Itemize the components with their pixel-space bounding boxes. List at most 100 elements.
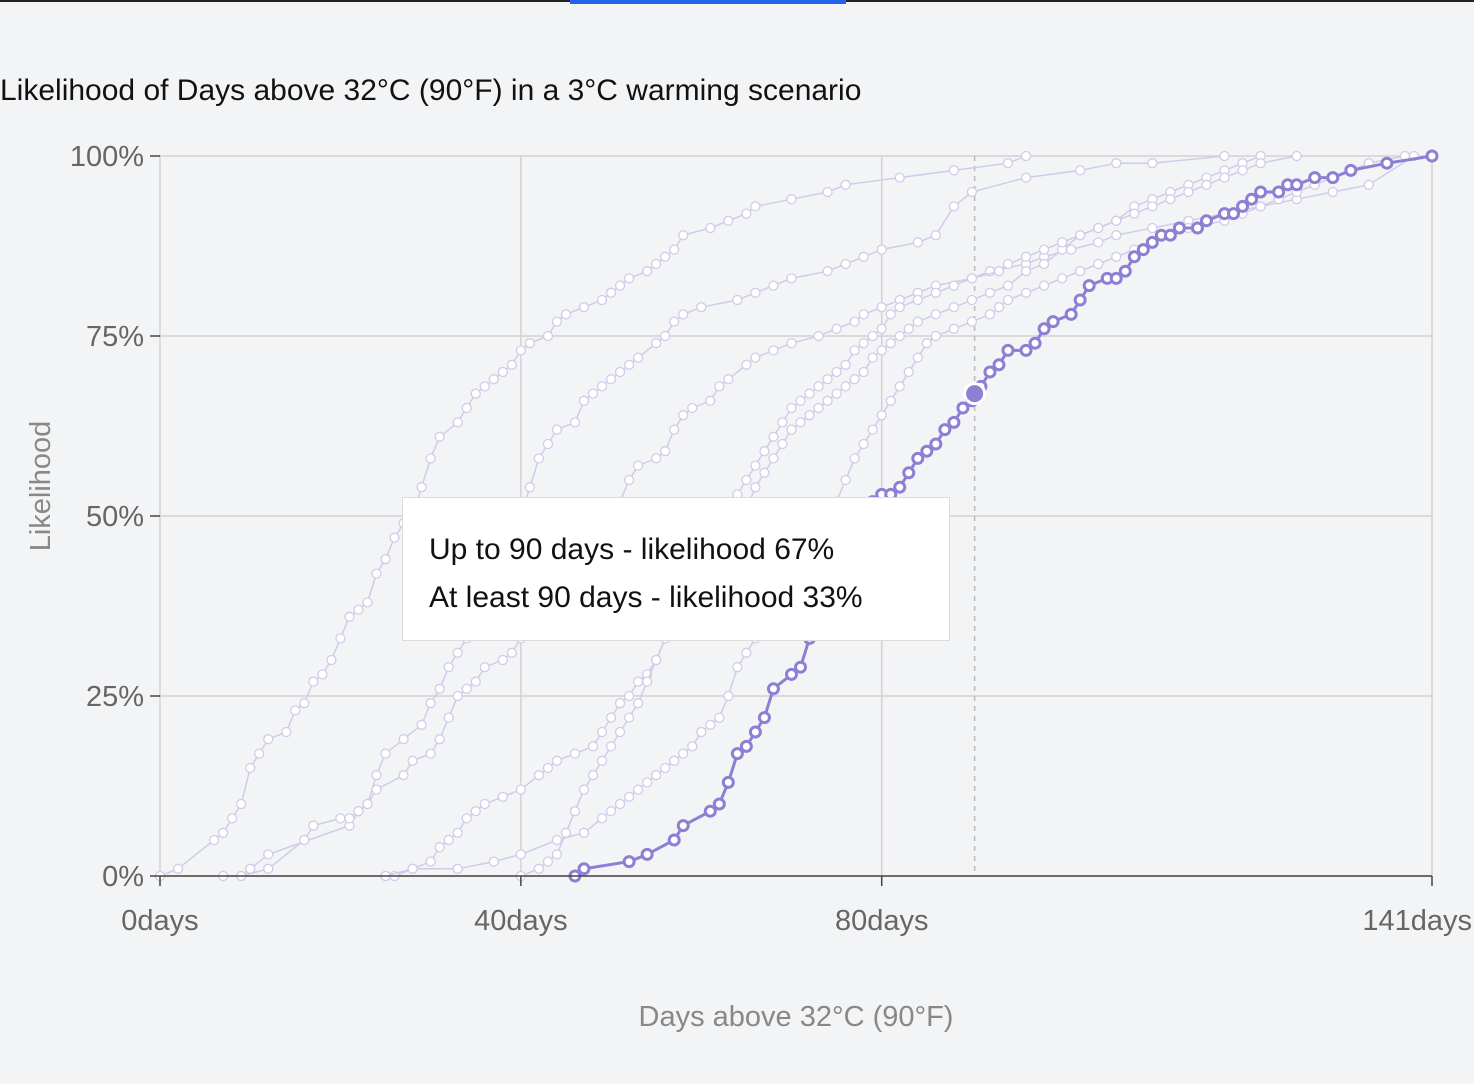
faded-series-point bbox=[804, 410, 815, 421]
faded-series-point bbox=[1201, 179, 1212, 190]
highlight-series-point[interactable] bbox=[1172, 221, 1186, 235]
highlight-series-point[interactable] bbox=[757, 711, 771, 725]
faded-series-point bbox=[416, 482, 427, 493]
faded-series-point bbox=[867, 424, 878, 435]
faded-series-point bbox=[506, 647, 517, 658]
highlight-series-point[interactable] bbox=[929, 437, 943, 451]
faded-series-point bbox=[669, 244, 680, 255]
highlight-series-point[interactable] bbox=[983, 365, 997, 379]
faded-series-point bbox=[1111, 251, 1122, 262]
highlight-series-point[interactable] bbox=[1109, 271, 1123, 285]
faded-series-point bbox=[488, 374, 499, 385]
faded-series-point bbox=[596, 755, 608, 766]
faded-series-point bbox=[398, 734, 409, 745]
highlight-series-point[interactable] bbox=[712, 797, 726, 811]
highlight-series-point[interactable] bbox=[992, 358, 1006, 372]
faded-series-point bbox=[669, 424, 680, 435]
highlight-series-point[interactable] bbox=[721, 775, 735, 789]
faded-series-point bbox=[660, 330, 671, 342]
highlight-series-point[interactable] bbox=[1199, 214, 1213, 228]
highlight-series-point[interactable] bbox=[893, 480, 907, 494]
faded-series-point bbox=[425, 698, 436, 709]
faded-series-point bbox=[470, 388, 481, 399]
faded-series-point bbox=[741, 647, 752, 658]
highlight-series-point[interactable] bbox=[622, 855, 636, 869]
faded-series-point bbox=[786, 194, 797, 205]
highlight-series-point[interactable] bbox=[1163, 228, 1177, 242]
highlight-series-point[interactable] bbox=[947, 415, 961, 429]
highlight-series-point[interactable] bbox=[1082, 279, 1096, 293]
highlight-series-point[interactable] bbox=[1001, 343, 1015, 357]
highlight-series-point[interactable] bbox=[911, 451, 925, 465]
faded-series-point bbox=[443, 712, 454, 723]
x-axis-ticks: 0days 40days 80days 141days bbox=[121, 876, 1472, 937]
highlight-series-point[interactable] bbox=[739, 739, 753, 753]
highlight-series-point[interactable] bbox=[748, 725, 762, 739]
faded-series-point bbox=[849, 345, 860, 356]
faded-series-point bbox=[371, 568, 382, 579]
faded-series-point bbox=[434, 842, 445, 853]
highlight-series-point[interactable] bbox=[1245, 192, 1259, 206]
faded-series-point bbox=[1255, 158, 1266, 169]
y-tick-label: 0% bbox=[102, 861, 144, 893]
highlight-series-point[interactable] bbox=[1118, 264, 1132, 278]
highlight-series-point[interactable] bbox=[784, 667, 798, 681]
highlight-series-point[interactable] bbox=[794, 660, 808, 674]
faded-series-point bbox=[849, 316, 860, 327]
faded-series-point bbox=[551, 424, 563, 435]
hover-point[interactable] bbox=[963, 382, 987, 406]
highlight-series-point[interactable] bbox=[1136, 243, 1150, 257]
faded-series-point bbox=[741, 359, 752, 370]
active-tab-indicator[interactable] bbox=[570, 0, 846, 4]
highlight-series-point[interactable] bbox=[667, 833, 681, 847]
highlight-series-point[interactable] bbox=[1254, 185, 1268, 199]
highlight-series-point[interactable] bbox=[1344, 163, 1358, 177]
x-tick-label: 0days bbox=[121, 905, 198, 937]
highlight-series-point[interactable] bbox=[920, 444, 934, 458]
highlight-series-point[interactable] bbox=[703, 804, 717, 818]
highlight-series-point[interactable] bbox=[640, 847, 654, 861]
highlight-series-point[interactable] bbox=[1227, 207, 1241, 221]
highlight-series-point[interactable] bbox=[1326, 171, 1340, 185]
faded-series-point bbox=[1363, 179, 1375, 190]
highlight-series-point[interactable] bbox=[1073, 293, 1087, 307]
faded-series-point bbox=[831, 388, 842, 399]
highlight-series-point[interactable] bbox=[1380, 156, 1394, 170]
highlight-series-point[interactable] bbox=[676, 819, 690, 833]
faded-series-point bbox=[461, 813, 472, 824]
faded-series-point bbox=[714, 381, 725, 392]
highlight-series-point[interactable] bbox=[1190, 221, 1204, 235]
tooltip-line-at-least: At least 90 days - likelihood 33% bbox=[429, 581, 863, 614]
highlight-series-point[interactable] bbox=[1290, 178, 1304, 192]
x-axis-title: Days above 32°C (90°F) bbox=[639, 1001, 954, 1033]
highlight-series-point[interactable] bbox=[1272, 185, 1286, 199]
highlight-series-point[interactable] bbox=[1236, 199, 1250, 213]
faded-series-point bbox=[587, 741, 599, 752]
highlight-series-point[interactable] bbox=[1037, 322, 1051, 336]
faded-series-point bbox=[632, 784, 644, 795]
highlight-series-point[interactable] bbox=[902, 466, 916, 480]
faded-series-point bbox=[506, 359, 517, 370]
highlight-series-point[interactable] bbox=[1145, 235, 1159, 249]
highlight-series-point[interactable] bbox=[956, 401, 970, 415]
highlight-series-point[interactable] bbox=[730, 747, 744, 761]
highlight-series-point[interactable] bbox=[766, 682, 780, 696]
faded-series-point bbox=[705, 395, 716, 406]
highlight-series-point[interactable] bbox=[1425, 149, 1439, 163]
highlight-series-point[interactable] bbox=[1127, 250, 1141, 264]
faded-series-point bbox=[1147, 201, 1158, 212]
faded-series-point bbox=[1056, 237, 1068, 248]
highlight-series-point[interactable] bbox=[1028, 336, 1042, 350]
faded-series-point bbox=[632, 460, 644, 471]
faded-series-point bbox=[497, 654, 508, 666]
highlight-series-point[interactable] bbox=[577, 862, 591, 876]
highlight-series-point[interactable] bbox=[1308, 171, 1322, 185]
highlight-series-point[interactable] bbox=[1019, 343, 1033, 357]
faded-series-point bbox=[948, 165, 960, 176]
faded-series-point bbox=[380, 748, 391, 759]
highlight-series-point[interactable] bbox=[1046, 315, 1060, 329]
highlight-series-point[interactable] bbox=[938, 423, 952, 437]
faded-series-point bbox=[750, 352, 761, 363]
faded-series-point bbox=[804, 388, 815, 399]
highlight-series-point[interactable] bbox=[1064, 307, 1078, 321]
